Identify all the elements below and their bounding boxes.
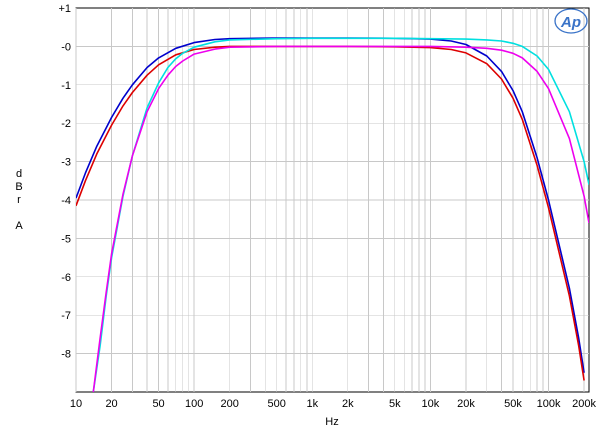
y-tick-label: -4 <box>61 195 71 207</box>
x-axis-title: Hz <box>325 416 338 428</box>
x-tick-label: 20 <box>105 398 117 410</box>
y-axis-title-letter: A <box>15 220 23 232</box>
x-tick-label: 20k <box>457 398 475 410</box>
x-tick-label: 100 <box>185 398 203 410</box>
x-axis-ticks: 10 20 50 100 200 500 1k 2k 5k 10k 20k 50k 100k 200k <box>70 398 597 410</box>
y-tick-label: -7 <box>61 310 71 322</box>
x-tick-label: 200 <box>221 398 239 410</box>
y-axis-title-letter: d <box>16 168 22 180</box>
y-axis-title: dBr A <box>15 168 23 232</box>
x-tick-label: 2k <box>342 398 354 410</box>
y-axis-ticks: +1 -0 -1 -2 -3 -4 -5 -6 -7 -8 <box>58 3 71 361</box>
y-tick-label: -2 <box>61 118 71 130</box>
x-tick-label: 200k <box>572 398 596 410</box>
x-tick-label: 500 <box>268 398 286 410</box>
y-tick-label: -1 <box>61 80 71 92</box>
x-tick-label: 50 <box>152 398 164 410</box>
x-tick-label: 100k <box>537 398 561 410</box>
x-tick-label: 50k <box>504 398 522 410</box>
y-tick-label: -5 <box>61 233 71 245</box>
y-tick-label: -0 <box>61 41 71 53</box>
y-tick-label: -8 <box>61 349 71 361</box>
y-tick-label: -3 <box>61 157 71 169</box>
series-group <box>76 37 589 392</box>
x-tick-label: 10 <box>70 398 82 410</box>
y-axis-title-letter: r <box>17 194 21 206</box>
series-line-4 <box>92 45 589 392</box>
y-tick-label: +1 <box>58 3 71 15</box>
x-tick-label: 5k <box>389 398 401 410</box>
y-axis-title-letter: B <box>15 181 22 193</box>
ap-logo-text: Ap <box>560 14 581 31</box>
x-tick-label: 10k <box>422 398 440 410</box>
y-tick-label: -6 <box>61 272 71 284</box>
ap-logo: Ap <box>554 8 588 34</box>
x-tick-label: 1k <box>306 398 318 410</box>
